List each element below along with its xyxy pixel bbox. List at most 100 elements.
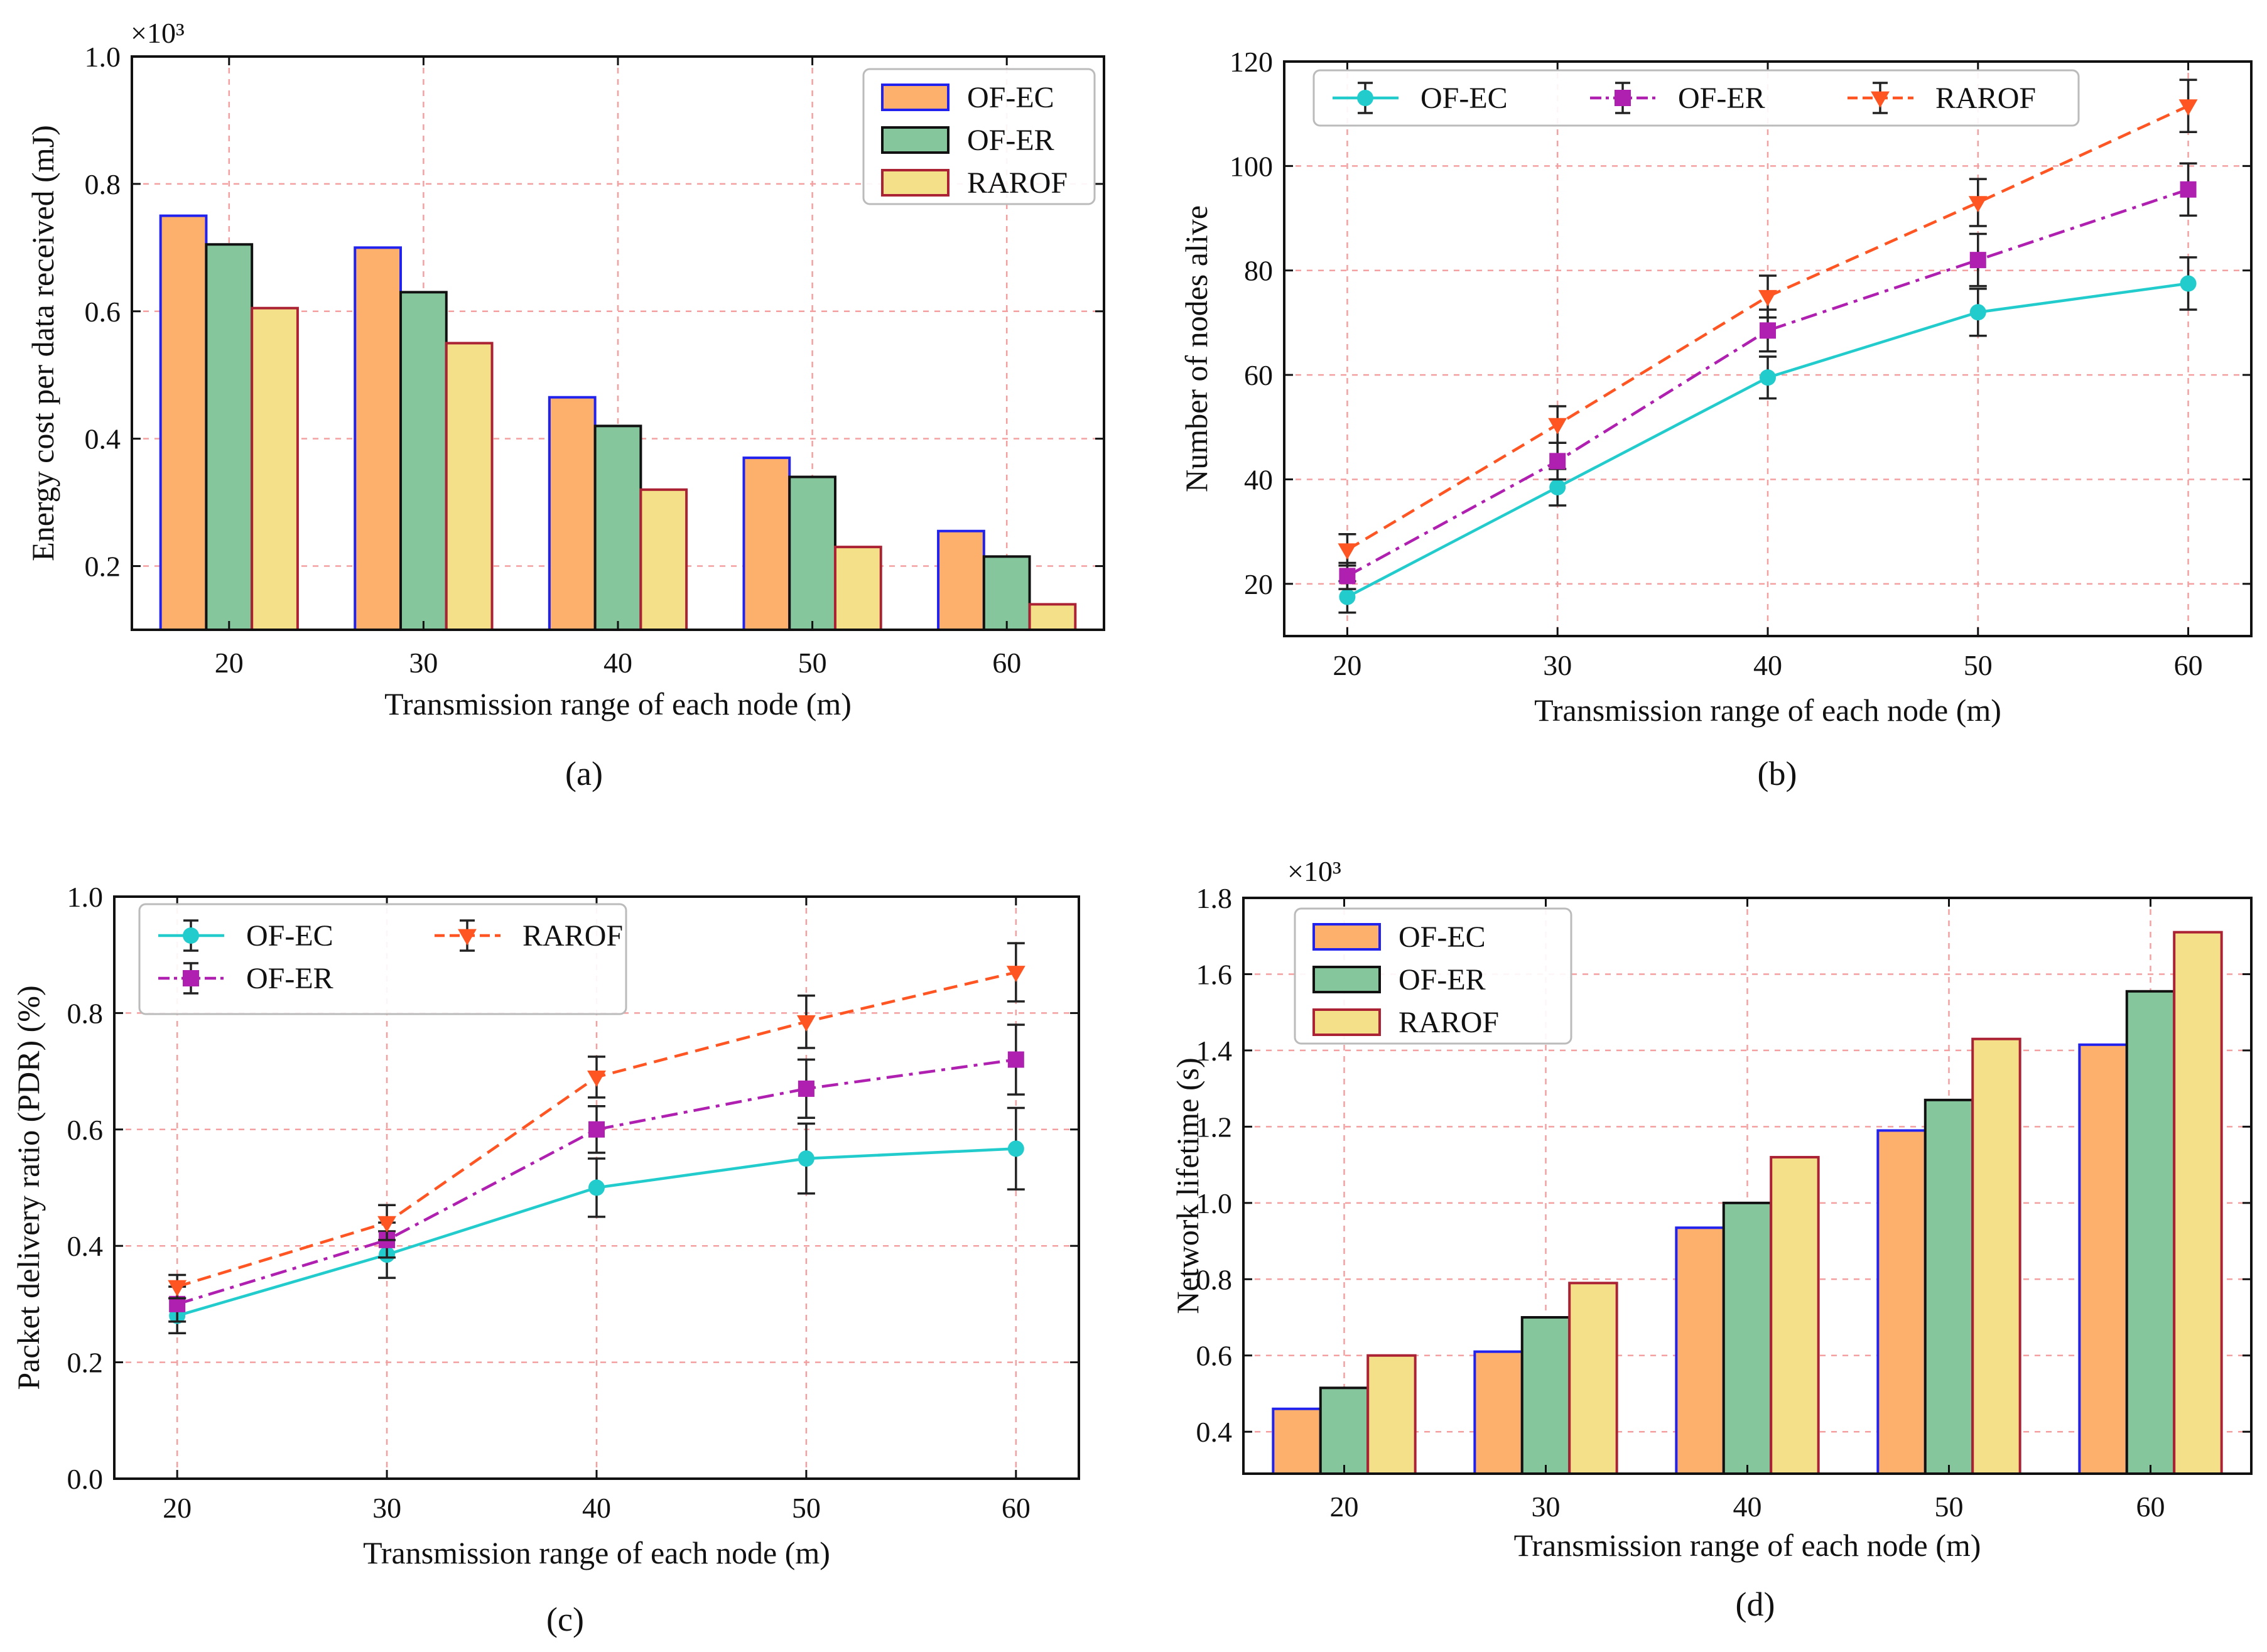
point-rarof (587, 1070, 606, 1087)
y-tick-label: 0.6 (85, 296, 121, 328)
panel-caption: (c) (546, 1601, 584, 1638)
point-rarof (168, 1280, 187, 1297)
legend-box (1312, 69, 2080, 127)
bar-of-er-20 (205, 243, 254, 631)
bar-rarof-30 (1568, 1282, 1618, 1476)
y-tick-label: 0.4 (1196, 1416, 1233, 1448)
y-tick-label: 0.8 (1196, 1263, 1233, 1295)
y-tick-label: 40 (1244, 463, 1273, 495)
x-tick-label: 60 (2136, 1491, 2165, 1523)
point-rarof (2178, 99, 2198, 116)
point-of-ec (1007, 1140, 1024, 1157)
x-axis-label: Transmission range of each node (m) (363, 1535, 830, 1570)
bar-of-er-50 (1923, 1098, 1974, 1476)
bar-of-ec-30 (1473, 1350, 1523, 1476)
point-of-ec (798, 1150, 814, 1167)
legend-label-of-ec: OF-EC (1420, 82, 1508, 115)
bar-of-ec-40 (1675, 1226, 1725, 1475)
x-tick-label: 30 (1543, 649, 1572, 681)
y-tick-label: 120 (1230, 46, 1273, 78)
legend-swatch-of-er (881, 126, 950, 154)
legend-label-rarof: RAROF (1935, 82, 2036, 115)
legend-label-of-ec: OF-EC (967, 81, 1054, 114)
x-tick-label: 50 (798, 647, 827, 679)
point-of-ec (1969, 304, 1986, 321)
y-tick-label: 1.0 (67, 881, 104, 913)
point-rarof (796, 1015, 816, 1032)
legend: OF-EC OF-ER RAROF (1312, 69, 2080, 127)
x-tick-label: 60 (1002, 1492, 1031, 1524)
chart-panel-a: 0.2 0.4 0.6 0.8 1.0 20 30 40 50 60 ×10³ OF-EC OF-ER R… (25, 17, 1105, 792)
point-of-er (588, 1121, 605, 1138)
chart-panel-c: 0.0 0.2 0.4 0.6 0.8 1.0 20 30 40 50 60 OF-EC OF-ER RA… (11, 881, 1080, 1638)
legend-label-of-ec: OF-EC (1399, 920, 1486, 954)
point-of-er (1007, 1051, 1024, 1068)
point-of-er (1760, 322, 1776, 339)
x-tick-label: 20 (1333, 649, 1361, 681)
point-rarof (377, 1216, 397, 1233)
legend-swatch-rarof (1312, 1008, 1381, 1036)
panel-caption: (b) (1758, 755, 1797, 792)
bar-of-ec-20 (1272, 1407, 1322, 1475)
legend-label-rarof: RAROF (1399, 1006, 1499, 1039)
point-of-ec (1339, 588, 1356, 605)
legend-marker-rarof (458, 929, 477, 946)
series-line-of-er (176, 1058, 1017, 1306)
legend-marker-of-er (183, 970, 199, 986)
legend: OF-EC OF-ER RAROF (862, 68, 1096, 205)
chart-panel-d: 0.4 0.6 0.8 1.0 1.2 1.4 1.6 1.8 20 30 40 50 60 ×10³ OF… (1170, 855, 2253, 1623)
x-tick-label: 30 (372, 1492, 401, 1524)
x-tick-label: 20 (215, 647, 244, 679)
point-rarof (1968, 196, 1988, 213)
bar-rarof-50 (833, 546, 882, 631)
y-tick-label: 1.0 (1196, 1187, 1233, 1219)
point-of-ec (1760, 369, 1776, 386)
bar-of-er-20 (1319, 1386, 1370, 1475)
series-line-rarof (1346, 104, 2189, 551)
axis-multiplier: ×10³ (1287, 855, 1341, 887)
panel-caption: (d) (1736, 1585, 1775, 1623)
point-of-er (1549, 453, 1566, 470)
legend-marker-rarof (1871, 91, 1890, 108)
bar-rarof-20 (251, 306, 299, 631)
legend-label-of-er: OF-ER (246, 962, 333, 995)
y-axis-label: Network lifetime (s) (1170, 1057, 1205, 1314)
x-tick-label: 20 (163, 1492, 192, 1524)
x-axis-label: Transmission range of each node (m) (1534, 693, 2001, 728)
y-tick-label: 0.6 (67, 1114, 104, 1146)
legend-swatch-of-er (1312, 966, 1381, 993)
legend-label-of-ec: OF-EC (246, 919, 333, 953)
legend-swatch-of-ec (881, 84, 950, 111)
bar-rarof-20 (1366, 1354, 1417, 1475)
x-axis-label: Transmission range of each node (m) (1514, 1528, 1981, 1563)
point-rarof (1338, 543, 1357, 560)
bar-of-er-40 (593, 424, 642, 632)
legend: OF-EC OF-ER RAROF (1294, 907, 1572, 1045)
point-of-ec (588, 1179, 605, 1196)
x-tick-label: 40 (582, 1492, 611, 1524)
y-tick-label: 80 (1244, 255, 1273, 287)
bar-of-er-50 (788, 475, 836, 631)
y-axis-label: Energy cost per data received (mJ) (25, 125, 60, 561)
y-axis-label: Number of nodes alive (1179, 205, 1214, 492)
point-of-ec (1549, 478, 1566, 495)
y-tick-label: 0.6 (1196, 1340, 1233, 1372)
bar-of-ec-60 (937, 529, 985, 631)
point-of-er (1969, 252, 1986, 269)
y-tick-label: 1.2 (1196, 1111, 1233, 1143)
y-tick-label: 0.8 (85, 168, 121, 200)
bar-of-ec-50 (742, 456, 791, 631)
y-tick-label: 1.8 (1196, 882, 1233, 914)
panel-caption: (a) (565, 755, 603, 792)
bar-of-er-30 (1520, 1316, 1571, 1475)
point-of-er (169, 1295, 186, 1312)
point-of-er (1339, 568, 1356, 585)
y-tick-label: 0.0 (67, 1463, 104, 1495)
bar-of-ec-40 (548, 396, 597, 631)
y-tick-label: 20 (1244, 568, 1273, 600)
y-tick-label: 1.0 (85, 41, 121, 73)
x-tick-label: 30 (1532, 1491, 1561, 1523)
bar-of-er-60 (2125, 990, 2176, 1475)
bar-rarof-40 (1770, 1155, 1820, 1475)
